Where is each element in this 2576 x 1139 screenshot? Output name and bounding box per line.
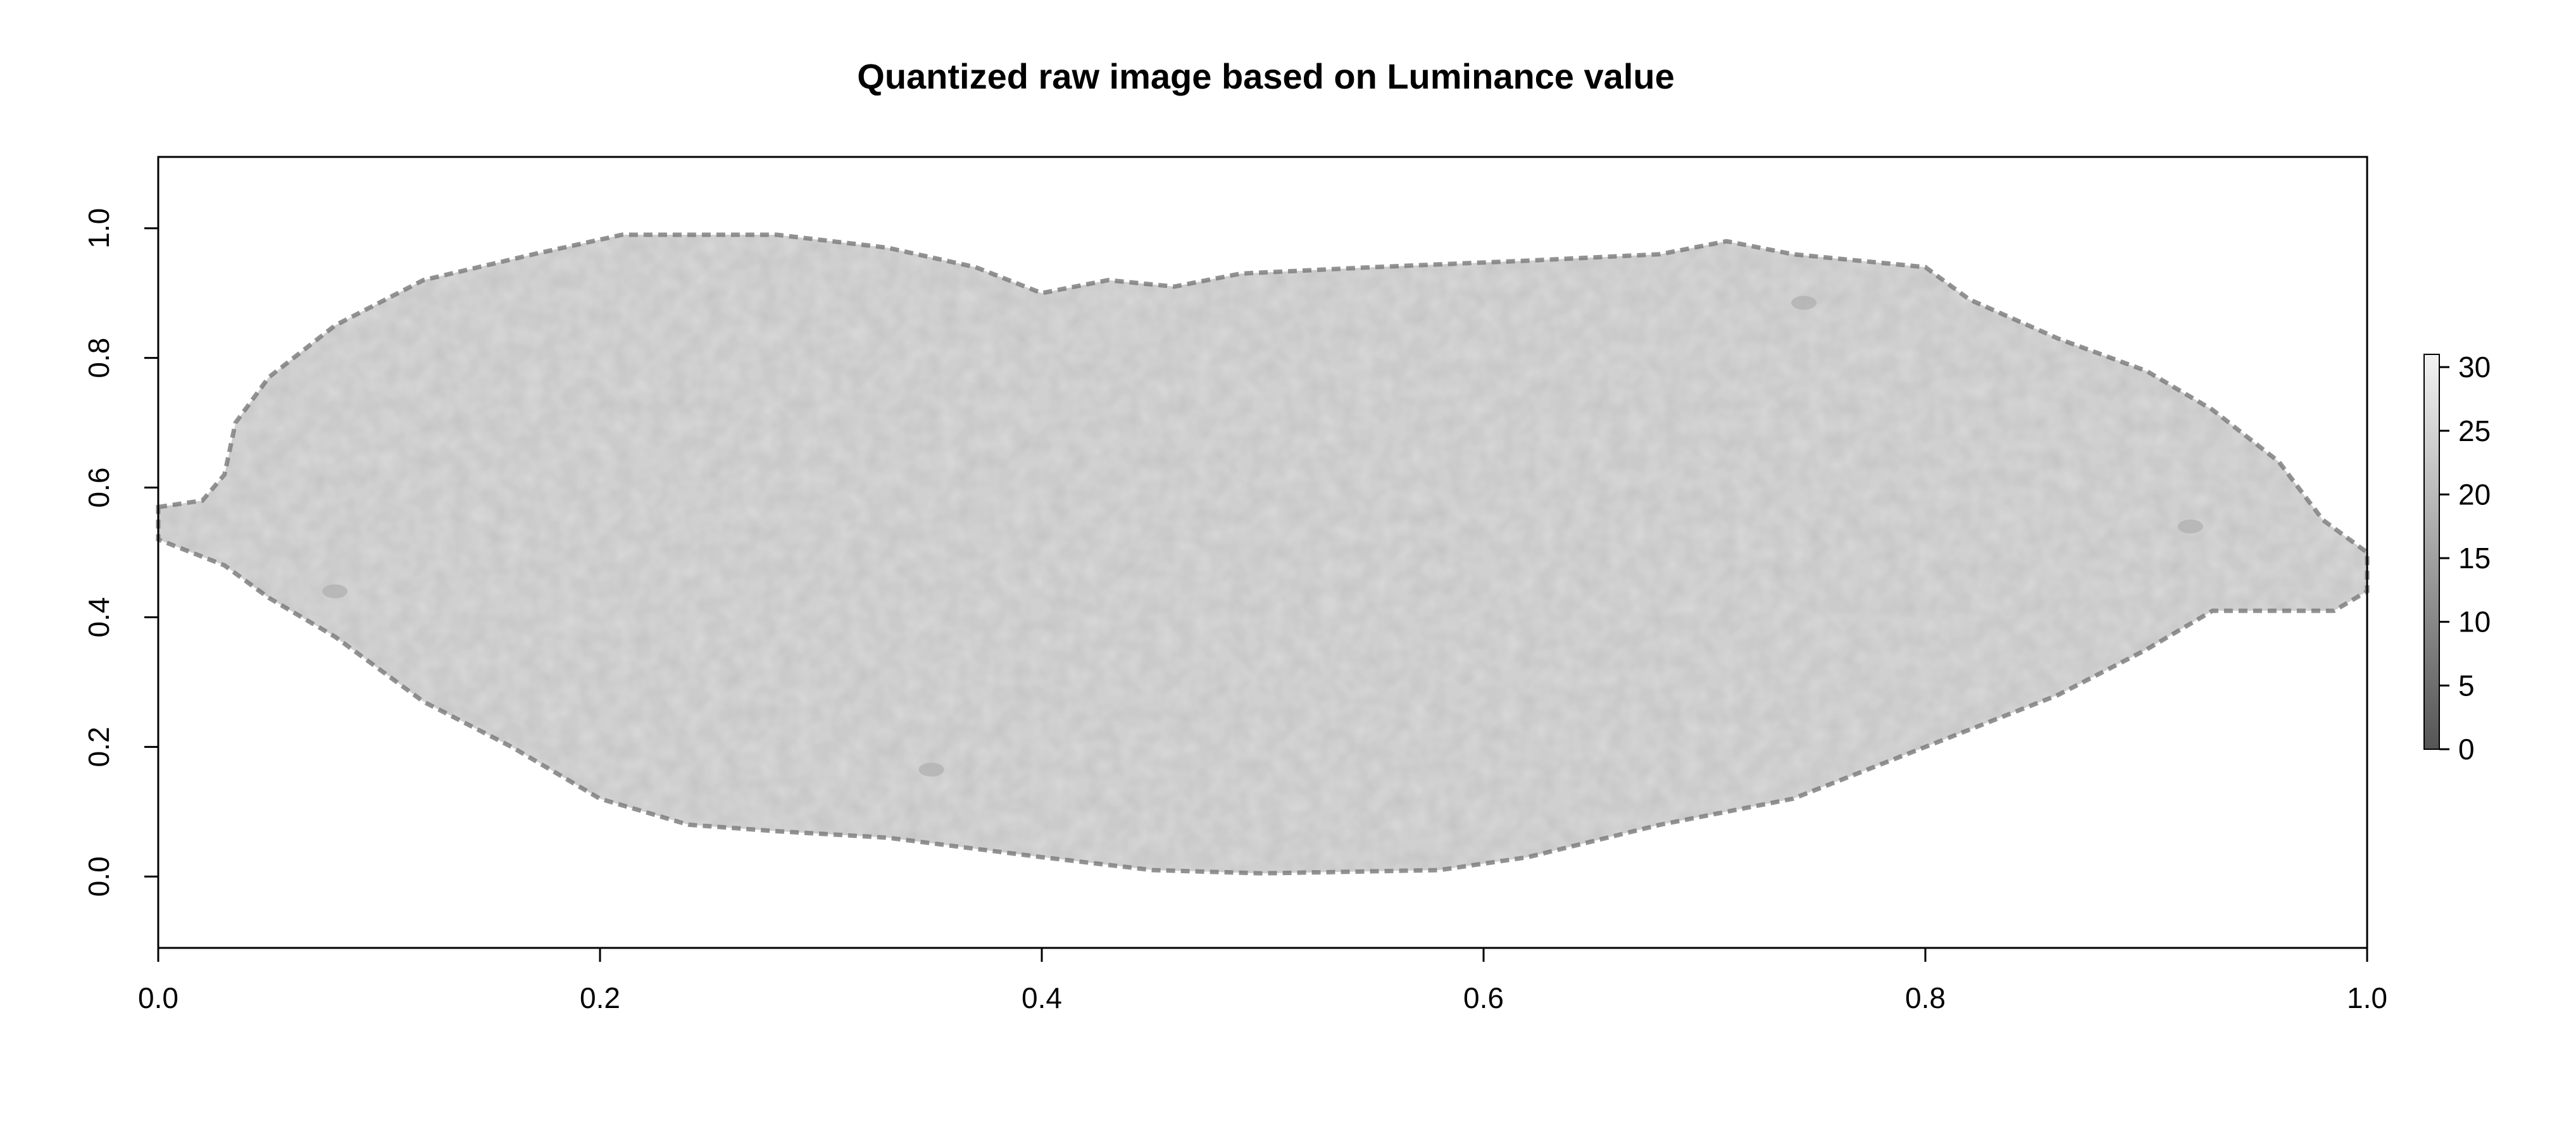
colorbar-tick-label: 10 (2458, 606, 2491, 638)
dark-spot (322, 584, 348, 599)
x-tick-label: 0.8 (1905, 981, 1946, 1014)
y-tick-label: 0.4 (82, 597, 115, 637)
colorbar-tick-label: 5 (2458, 669, 2475, 702)
x-tick-label: 0.4 (1022, 981, 1062, 1014)
colorbar-tick-label: 15 (2458, 542, 2491, 575)
plot-area (156, 232, 2370, 876)
colorbar-tick-label: 25 (2458, 414, 2491, 447)
y-tick-label: 0.6 (82, 468, 115, 508)
x-tick-label: 1.0 (2347, 981, 2387, 1014)
y-tick-label: 0.2 (82, 726, 115, 767)
y-axis: 0.0 0.2 0.4 0.6 0.8 1.0 (82, 208, 159, 897)
luminance-texture (158, 235, 2367, 874)
y-tick-label: 1.0 (82, 208, 115, 249)
colorbar-gradient (2423, 354, 2440, 750)
y-tick-label: 0.0 (82, 856, 115, 897)
colorbar-tick-label: 0 (2458, 733, 2475, 766)
colorbar-tick-label: 20 (2458, 478, 2491, 511)
dark-spot (918, 762, 944, 777)
x-tick-label: 0.6 (1463, 981, 1504, 1014)
x-axis: 0.0 0.2 0.4 0.6 0.8 1.0 (138, 947, 2387, 1014)
colorbar-tick-label: 30 (2458, 351, 2491, 383)
dark-spot (2177, 520, 2203, 534)
chart-title: Quantized raw image based on Luminance v… (857, 56, 1674, 96)
x-tick-label: 0.0 (138, 981, 178, 1014)
x-tick-label: 0.2 (580, 981, 620, 1014)
y-tick-label: 0.8 (82, 338, 115, 378)
colorbar-legend: 0 5 10 15 20 25 30 (2423, 351, 2491, 766)
dark-spot (1791, 296, 1817, 310)
